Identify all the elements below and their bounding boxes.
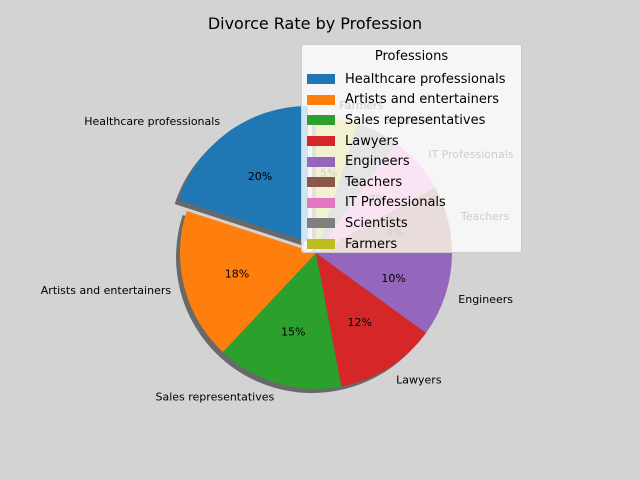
legend-item-artists-and-entertainers: Artists and entertainers	[307, 90, 506, 111]
slice-label-healthcare-professionals: Healthcare professionals	[84, 115, 220, 128]
chart-title: Divorce Rate by Profession	[208, 14, 422, 33]
slice-healthcare-professionals	[178, 105, 309, 242]
slice-engineers	[316, 253, 452, 333]
legend-item-healthcare-professionals: Healthcare professionals	[307, 69, 506, 90]
slice-label-sales-representatives: Sales representatives	[155, 391, 274, 404]
legend-label: Healthcare professionals	[345, 71, 506, 87]
legend-swatch	[307, 197, 335, 208]
legend-item-lawyers: Lawyers	[307, 131, 506, 152]
slice-percent-engineers: 10%	[381, 272, 405, 285]
legend-label: Lawyers	[345, 133, 399, 149]
legend-list: Healthcare professionals Artists and ente…	[307, 69, 506, 254]
legend-swatch	[307, 239, 335, 250]
legend-swatch	[307, 136, 335, 147]
legend-swatch	[307, 177, 335, 188]
legend-swatch	[307, 156, 335, 167]
legend-label: Engineers	[345, 154, 410, 170]
legend-title: Professions	[374, 49, 449, 64]
slice-percent-healthcare-professionals: 20%	[248, 170, 272, 183]
slice-sales-representatives	[222, 253, 342, 389]
legend-item-sales-representatives: Sales representatives	[307, 110, 506, 131]
legend-swatch	[307, 218, 335, 229]
legend-item-it-professionals: IT Professionals	[307, 193, 506, 214]
slice-percent-sales-representatives: 15%	[281, 325, 305, 338]
legend-label: Artists and entertainers	[345, 92, 500, 108]
legend-item-engineers: Engineers	[307, 151, 506, 172]
slice-percent-lawyers: 12%	[347, 316, 371, 329]
legend-label: Sales representatives	[345, 112, 486, 128]
legend: Professions Healthcare professionals Arti…	[301, 44, 522, 253]
legend-label: Farmers	[345, 236, 398, 252]
slice-percent-artists-and-entertainers: 18%	[225, 267, 249, 280]
legend-item-teachers: Teachers	[307, 172, 506, 193]
legend-swatch	[307, 94, 335, 105]
legend-label: Scientists	[345, 215, 408, 231]
legend-swatch	[307, 74, 335, 85]
slice-label-engineers: Engineers	[458, 293, 513, 306]
slice-artists-and-entertainers	[179, 210, 316, 353]
legend-item-scientists: Scientists	[307, 213, 506, 234]
legend-swatch	[307, 115, 335, 126]
slice-label-artists-and-entertainers: Artists and entertainers	[41, 284, 172, 297]
legend-label: IT Professionals	[345, 195, 446, 211]
slice-lawyers	[316, 253, 427, 387]
slice-label-lawyers: Lawyers	[396, 373, 442, 386]
legend-item-farmers: Farmers	[307, 234, 506, 255]
legend-label: Teachers	[345, 174, 403, 190]
